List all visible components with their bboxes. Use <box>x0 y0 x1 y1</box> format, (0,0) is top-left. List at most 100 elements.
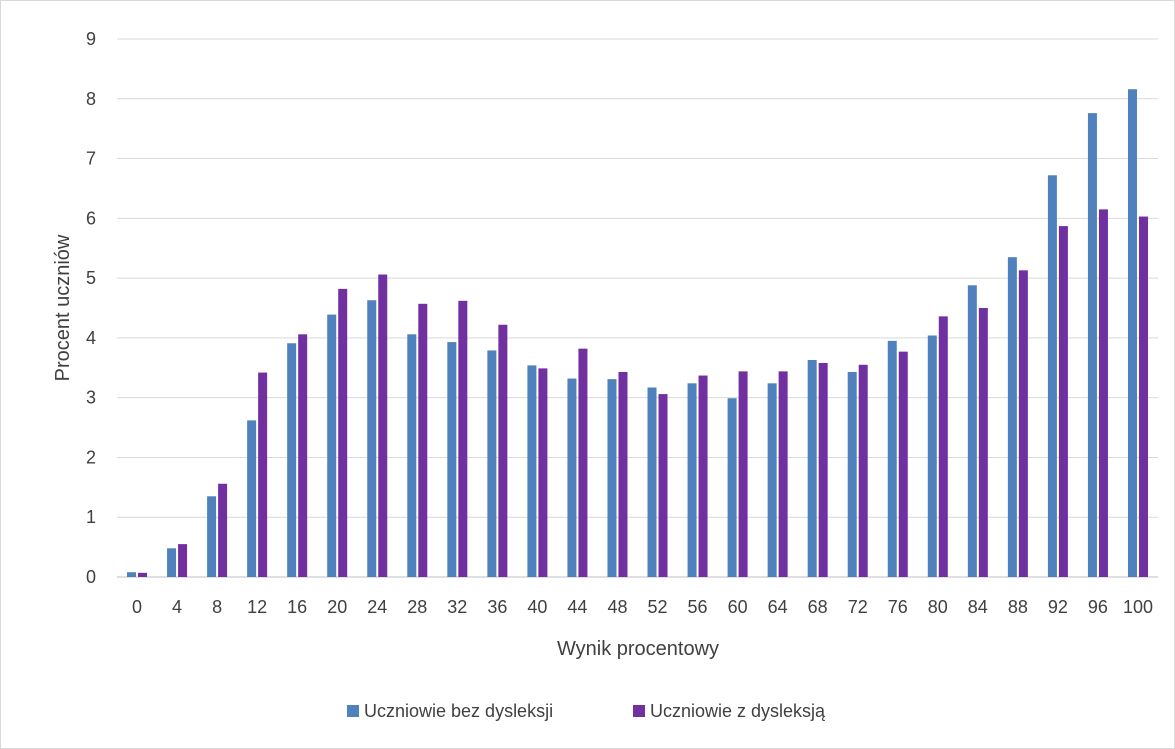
bar-bez-dysleksji-0 <box>127 572 137 577</box>
x-tick-label: 88 <box>1008 597 1028 617</box>
x-tick-label: 60 <box>728 597 748 617</box>
y-tick-label: 7 <box>86 149 96 169</box>
bar-bez-dysleksji-80 <box>927 335 937 577</box>
y-axis-title: Procent uczniów <box>52 234 74 381</box>
x-tick-label: 28 <box>407 597 427 617</box>
bar-bez-dysleksji-4 <box>167 548 177 577</box>
bar-z-dysleksja-80 <box>938 316 948 577</box>
bar-bez-dysleksji-100 <box>1127 89 1137 578</box>
bar-z-dysleksja-76 <box>898 351 908 577</box>
bar-z-dysleksja-56 <box>698 375 708 577</box>
x-tick-label: 16 <box>287 597 307 617</box>
y-tick-label: 8 <box>86 89 96 109</box>
x-tick-label: 36 <box>487 597 507 617</box>
legend-label: Uczniowie z dysleksją <box>650 701 826 721</box>
bar-z-dysleksja-16 <box>298 334 308 577</box>
bar-bez-dysleksji-40 <box>527 365 537 577</box>
y-tick-label: 5 <box>86 268 96 288</box>
bar-bez-dysleksji-92 <box>1047 175 1057 577</box>
bars <box>127 89 1148 578</box>
bar-bez-dysleksji-36 <box>487 350 497 577</box>
y-tick-label: 6 <box>86 208 96 228</box>
bar-z-dysleksja-64 <box>778 371 788 577</box>
legend: Uczniowie bez dysleksji Uczniowie z dysle… <box>347 701 826 721</box>
bar-z-dysleksja-52 <box>658 394 668 577</box>
bar-z-dysleksja-100 <box>1138 216 1148 578</box>
bar-bez-dysleksji-76 <box>887 340 897 577</box>
x-tick-label: 24 <box>367 597 387 617</box>
bar-z-dysleksja-0 <box>138 572 148 577</box>
bar-z-dysleksja-32 <box>458 300 468 577</box>
x-tick-label: 56 <box>688 597 708 617</box>
x-tick-label: 32 <box>447 597 467 617</box>
bar-bez-dysleksji-48 <box>607 379 617 577</box>
gridlines <box>117 38 1158 578</box>
bar-z-dysleksja-36 <box>498 324 508 577</box>
x-tick-label: 92 <box>1048 597 1068 617</box>
bar-bez-dysleksji-56 <box>687 383 697 577</box>
bar-bez-dysleksji-52 <box>647 387 657 577</box>
bar-z-dysleksja-72 <box>858 364 868 577</box>
bar-bez-dysleksji-16 <box>287 343 297 577</box>
bar-z-dysleksja-8 <box>218 483 228 577</box>
bar-bez-dysleksji-68 <box>807 360 817 577</box>
x-axis-title: Wynik procentowy <box>557 638 719 660</box>
x-tick-label: 96 <box>1088 597 1108 617</box>
x-tick-label: 44 <box>567 597 587 617</box>
x-tick-label: 84 <box>968 597 988 617</box>
bar-z-dysleksja-92 <box>1058 226 1068 578</box>
x-tick-label: 64 <box>768 597 788 617</box>
x-tick-label: 12 <box>247 597 267 617</box>
x-tick-label: 52 <box>648 597 668 617</box>
bar-z-dysleksja-20 <box>338 288 348 577</box>
x-tick-label: 76 <box>888 597 908 617</box>
y-tick-label: 0 <box>86 567 96 587</box>
bar-bez-dysleksji-24 <box>367 300 377 577</box>
bar-z-dysleksja-88 <box>1018 270 1028 577</box>
x-tick-label: 80 <box>928 597 948 617</box>
bar-bez-dysleksji-88 <box>1007 257 1017 577</box>
y-tick-label: 2 <box>86 447 96 467</box>
x-axis-ticks: 0 4 8 12 16 20 24 28 32 36 40 44 48 52 56 60 64 68 72 76 80 8… <box>132 597 1153 617</box>
legend-swatch <box>347 705 359 717</box>
y-tick-label: 3 <box>86 388 96 408</box>
x-tick-label: 48 <box>607 597 627 617</box>
bar-bez-dysleksji-96 <box>1087 113 1097 577</box>
bar-bez-dysleksji-32 <box>447 342 457 577</box>
bar-z-dysleksja-84 <box>978 308 988 577</box>
y-tick-label: 1 <box>86 507 96 527</box>
x-tick-label: 72 <box>848 597 868 617</box>
bar-z-dysleksja-24 <box>378 274 388 577</box>
x-tick-label: 8 <box>212 597 222 617</box>
bar-bez-dysleksji-20 <box>327 314 337 577</box>
bar-z-dysleksja-28 <box>418 303 428 577</box>
bar-z-dysleksja-4 <box>178 544 188 577</box>
y-tick-label: 4 <box>86 328 96 348</box>
bar-bez-dysleksji-84 <box>967 285 977 577</box>
y-tick-label: 9 <box>86 29 96 49</box>
x-tick-label: 100 <box>1123 597 1153 617</box>
bar-z-dysleksja-60 <box>738 371 748 577</box>
bar-bez-dysleksji-8 <box>207 496 217 577</box>
legend-swatch <box>633 705 645 717</box>
bar-z-dysleksja-48 <box>618 371 628 577</box>
bar-bez-dysleksji-72 <box>847 371 857 577</box>
bar-bez-dysleksji-44 <box>567 378 577 577</box>
x-tick-label: 0 <box>132 597 142 617</box>
x-tick-label: 68 <box>808 597 828 617</box>
bar-z-dysleksja-68 <box>818 362 828 577</box>
y-axis-ticks: 0 1 2 3 4 5 6 7 8 9 <box>86 29 96 587</box>
x-tick-label: 40 <box>527 597 547 617</box>
bar-z-dysleksja-96 <box>1098 209 1108 577</box>
bar-z-dysleksja-12 <box>258 372 268 577</box>
bar-bez-dysleksji-12 <box>247 420 257 577</box>
bar-bez-dysleksji-28 <box>407 334 417 577</box>
x-tick-label: 20 <box>327 597 347 617</box>
bar-bez-dysleksji-64 <box>767 383 777 577</box>
legend-label: Uczniowie bez dysleksji <box>364 701 553 721</box>
x-tick-label: 4 <box>172 597 182 617</box>
bar-z-dysleksja-40 <box>538 368 548 577</box>
bar-bez-dysleksji-60 <box>727 398 737 577</box>
bar-z-dysleksja-44 <box>578 348 588 577</box>
